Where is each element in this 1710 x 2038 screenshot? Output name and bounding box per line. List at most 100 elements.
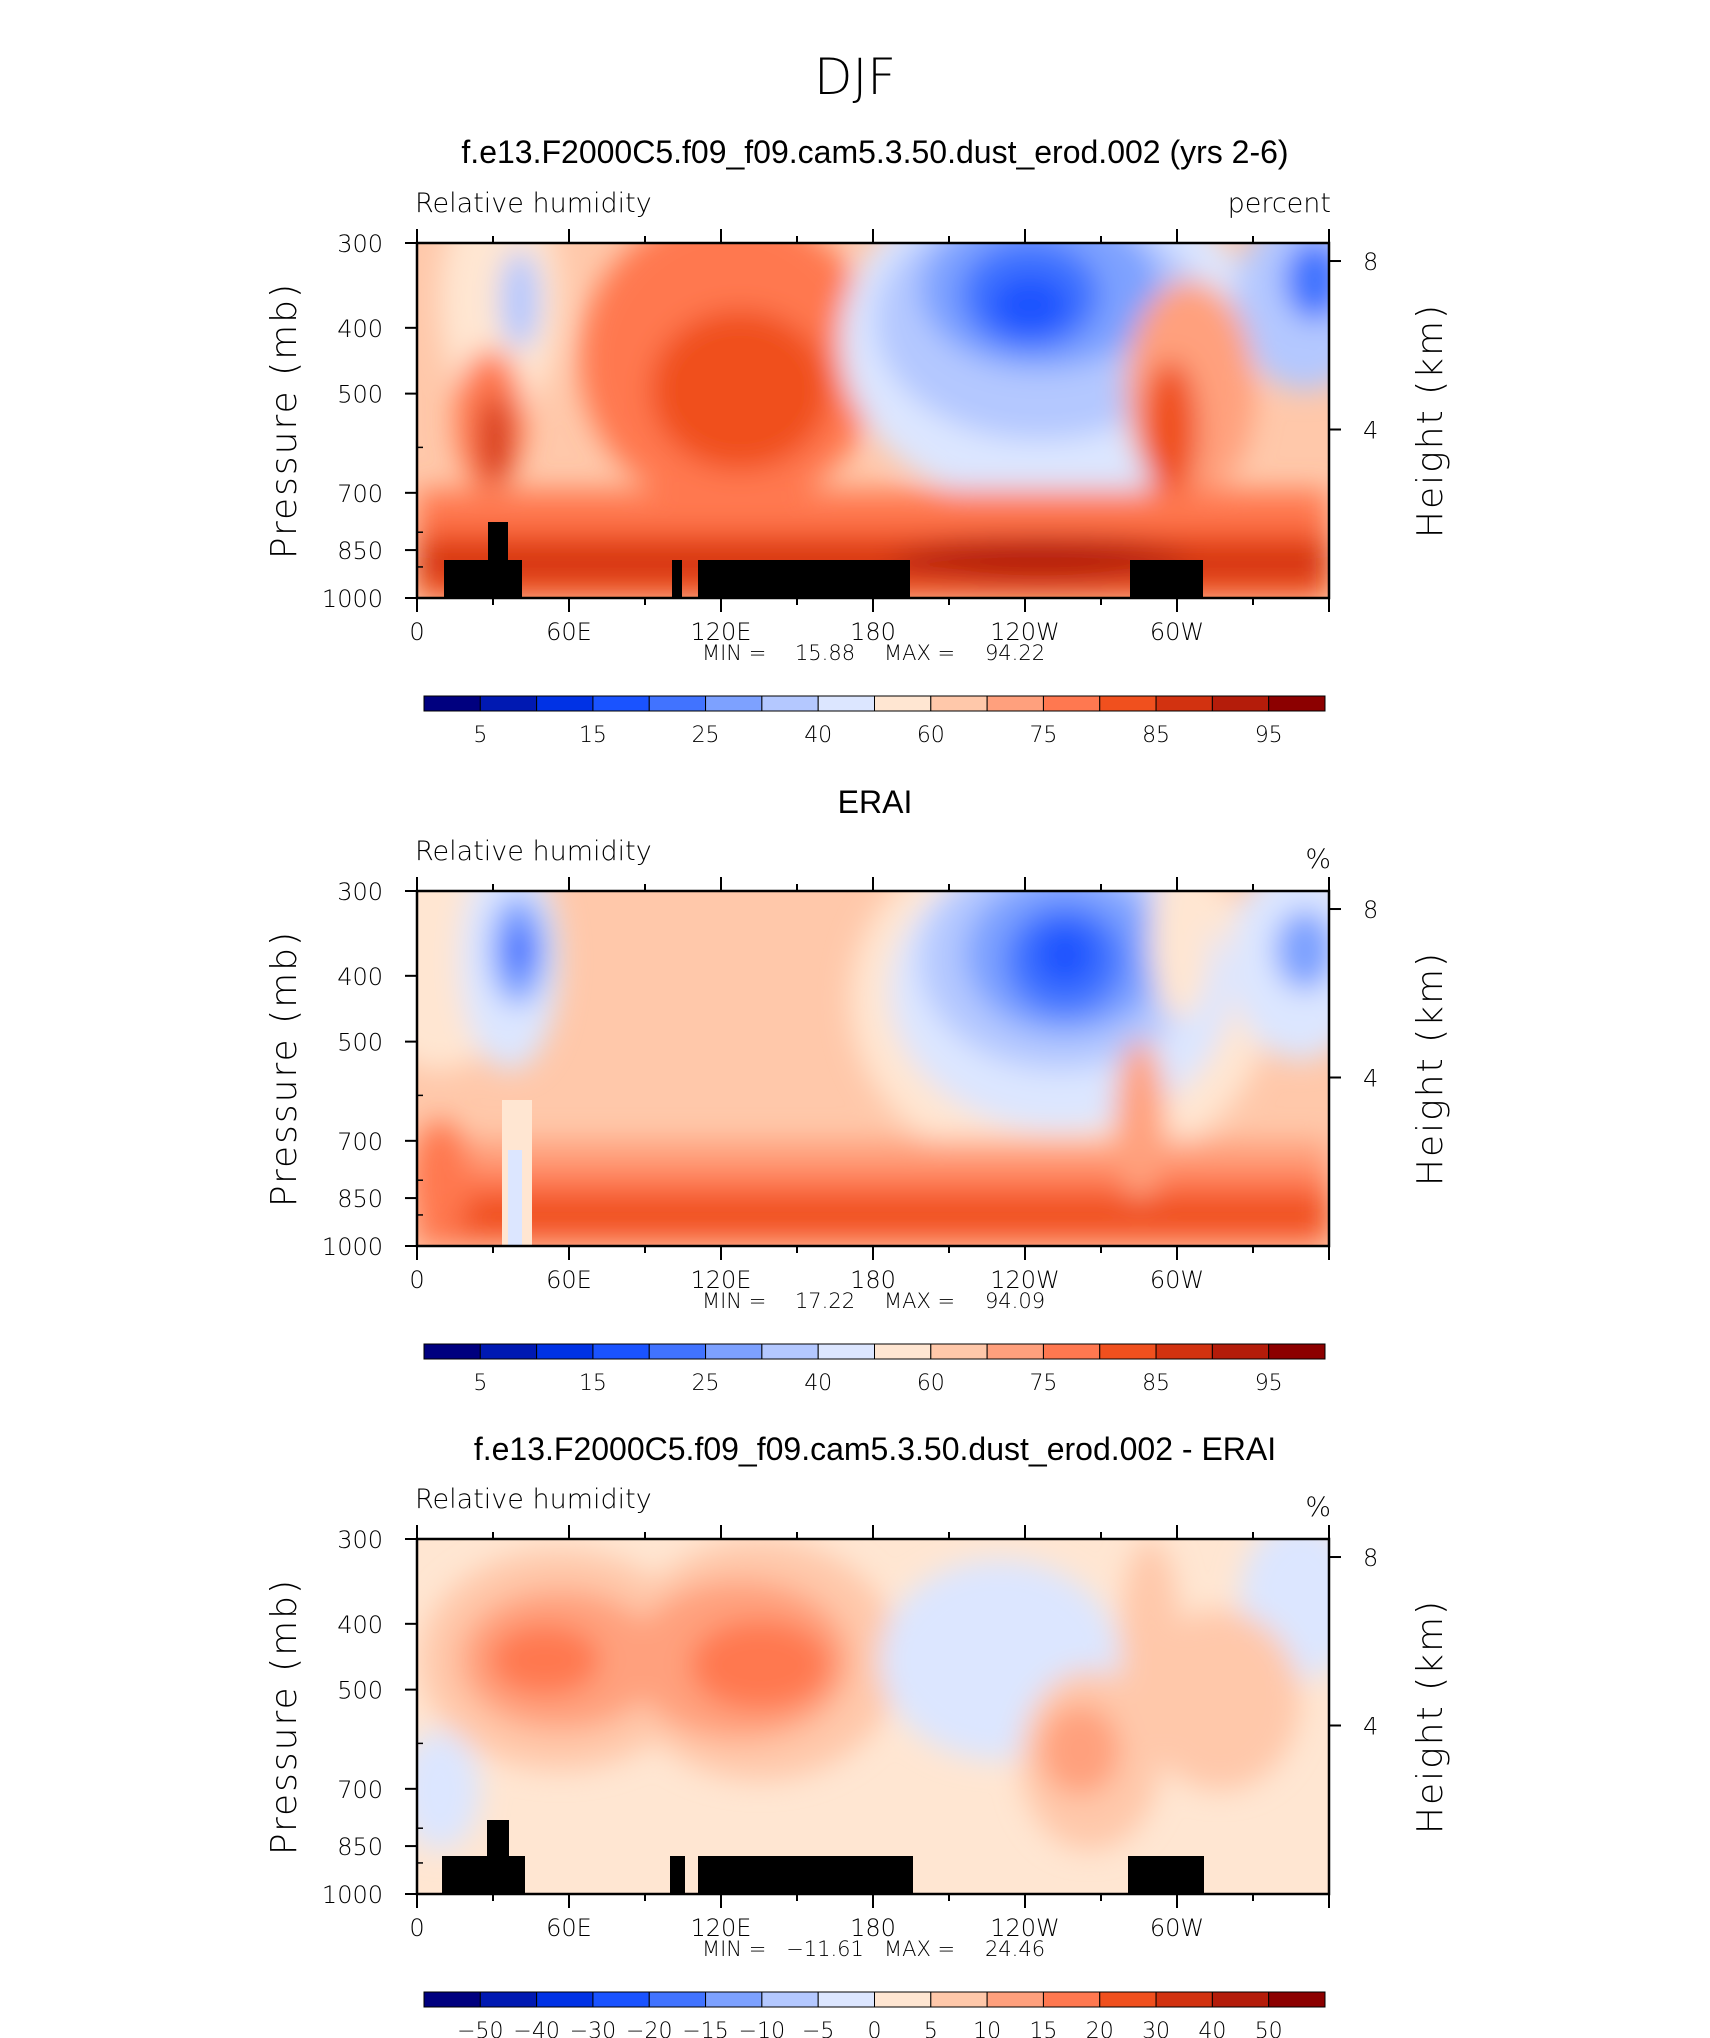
x-tick-label: 60E <box>546 1914 592 1942</box>
colorbar-swatch <box>930 1343 988 1360</box>
colorbar-swatch <box>536 1343 594 1360</box>
panel-difference: f.e13.F2000C5.f09_f09.cam5.3.50.dust_ero… <box>264 1431 1451 1961</box>
x-tick-label: 180 <box>850 1914 896 1942</box>
colorbar-swatch <box>817 695 875 712</box>
stat-max-value: 24.46 <box>985 1937 1045 1961</box>
colorbar-label: 60 <box>917 1371 945 1396</box>
x-tick-label: 0 <box>409 1914 424 1942</box>
colorbar-swatch <box>705 695 763 712</box>
colorbar-swatch <box>648 1343 707 1360</box>
y2-axis-title: Height (km) <box>1410 951 1451 1186</box>
colorbar-swatch <box>705 1991 763 2008</box>
stat-min-value: 17.22 <box>795 1289 855 1313</box>
y2-axis-title: Height (km) <box>1410 1599 1451 1834</box>
colorbar-swatch <box>874 695 932 712</box>
x-tick-label: 0 <box>409 618 424 646</box>
y-tick-label: 1000 <box>322 1881 383 1909</box>
y2-tick-label: 4 <box>1363 417 1378 445</box>
colorbar-label: 95 <box>1255 723 1283 748</box>
left-label: Relative humidity <box>415 836 652 867</box>
colorbar-swatch <box>1155 1343 1213 1360</box>
colorbar-swatch <box>648 695 707 712</box>
y-tick-label: 700 <box>337 1776 383 1804</box>
y-tick-label: 300 <box>337 878 383 906</box>
colorbar-swatch <box>761 1343 819 1360</box>
colorbar-label: 40 <box>1198 2019 1226 2038</box>
colorbar-label: 40 <box>804 723 832 748</box>
x-tick-label: 180 <box>850 618 896 646</box>
x-tick-label: 120E <box>691 1914 752 1942</box>
x-tick-label: 60E <box>546 1266 592 1294</box>
stat-min-label: MIN = <box>702 641 766 665</box>
colorbar-swatch <box>423 1343 481 1360</box>
y2-tick-label: 8 <box>1363 248 1378 276</box>
axes-frame: 300 400 500 700 850 1000 8 4 0 60E 120E 180 120W 60W P… <box>264 1525 1451 1961</box>
colorbar-swatch <box>1099 1343 1157 1360</box>
y-tick-label: 850 <box>337 537 383 565</box>
x-tick-label: 120W <box>990 1914 1060 1942</box>
terrain-mask <box>444 522 1203 598</box>
colorbar-label: 85 <box>1142 723 1170 748</box>
colorbar-label: 15 <box>579 1371 607 1396</box>
y-tick-label: 500 <box>337 381 383 409</box>
colorbar-label: −10 <box>739 2019 785 2038</box>
colorbar-label: 95 <box>1255 1371 1283 1396</box>
contour-field <box>417 891 1329 1246</box>
y-tick-label: 700 <box>337 1128 383 1156</box>
x-tick-label: 60E <box>546 618 592 646</box>
colorbar-swatch <box>1099 1991 1157 2008</box>
y-tick-label: 300 <box>337 1526 383 1554</box>
colorbar-label: 25 <box>692 1371 720 1396</box>
colorbar-label: −50 <box>457 2019 503 2038</box>
y-tick-label: 400 <box>337 963 383 991</box>
stat-min-label: MIN = <box>702 1937 766 1961</box>
colorbar-swatch <box>1155 1991 1213 2008</box>
colorbar-swatch <box>1042 1991 1101 2008</box>
colorbar-label: 20 <box>1086 2019 1114 2038</box>
colorbar-swatch <box>986 1343 1044 1360</box>
colorbar-swatch <box>1268 1343 1326 1360</box>
colorbar-swatch <box>423 1991 481 2008</box>
colorbar-swatch <box>592 1991 650 2008</box>
colorbar-label: 15 <box>579 723 607 748</box>
terrain-mask <box>442 1820 1204 1894</box>
colorbar-label: 75 <box>1029 723 1057 748</box>
colorbar-swatch <box>1211 695 1270 712</box>
colorbar-swatch <box>930 1991 988 2008</box>
colorbar-swatch <box>761 695 819 712</box>
stat-min-label: MIN = <box>702 1289 766 1313</box>
x-tick-label: 60W <box>1150 618 1204 646</box>
colorbar-swatch <box>479 695 538 712</box>
colorbar-label: 85 <box>1142 1371 1170 1396</box>
colorbar-label: 5 <box>473 1371 487 1396</box>
y-tick-label: 500 <box>337 1677 383 1705</box>
colorbars: 5 15 25 40 60 75 85 955 15 25 40 60 75 85 95−50 −40 −30−… <box>423 695 1326 2038</box>
y2-tick-label: 8 <box>1363 1544 1378 1572</box>
colorbar-swatch <box>1099 695 1157 712</box>
colorbar-swatch <box>761 1991 819 2008</box>
colorbar-swatch <box>1268 695 1326 712</box>
y-tick-label: 850 <box>337 1833 383 1861</box>
colorbar-swatch <box>592 1343 650 1360</box>
colorbar-label: −30 <box>570 2019 616 2038</box>
colorbar-swatch <box>479 1343 538 1360</box>
colorbar-swatch <box>1042 695 1101 712</box>
x-tick-label: 120E <box>691 1266 752 1294</box>
y-tick-label: 500 <box>337 1029 383 1057</box>
y-tick-label: 700 <box>337 480 383 508</box>
panel-title: ERAI <box>838 784 913 820</box>
y-tick-label: 400 <box>337 1611 383 1639</box>
colorbar-label: 30 <box>1142 2019 1170 2038</box>
contour-field <box>417 243 1329 598</box>
y-tick-label: 850 <box>337 1185 383 1213</box>
right-label: % <box>1305 844 1331 875</box>
colorbar-swatch <box>479 1991 538 2008</box>
colorbar-label: −40 <box>513 2019 559 2038</box>
page-title: DJF <box>814 48 896 106</box>
colorbar-label: 40 <box>804 1371 832 1396</box>
stat-max-label: MAX = <box>884 1289 955 1313</box>
y-tick-label: 400 <box>337 315 383 343</box>
right-label: % <box>1305 1492 1331 1523</box>
colorbar-swatch <box>592 695 650 712</box>
